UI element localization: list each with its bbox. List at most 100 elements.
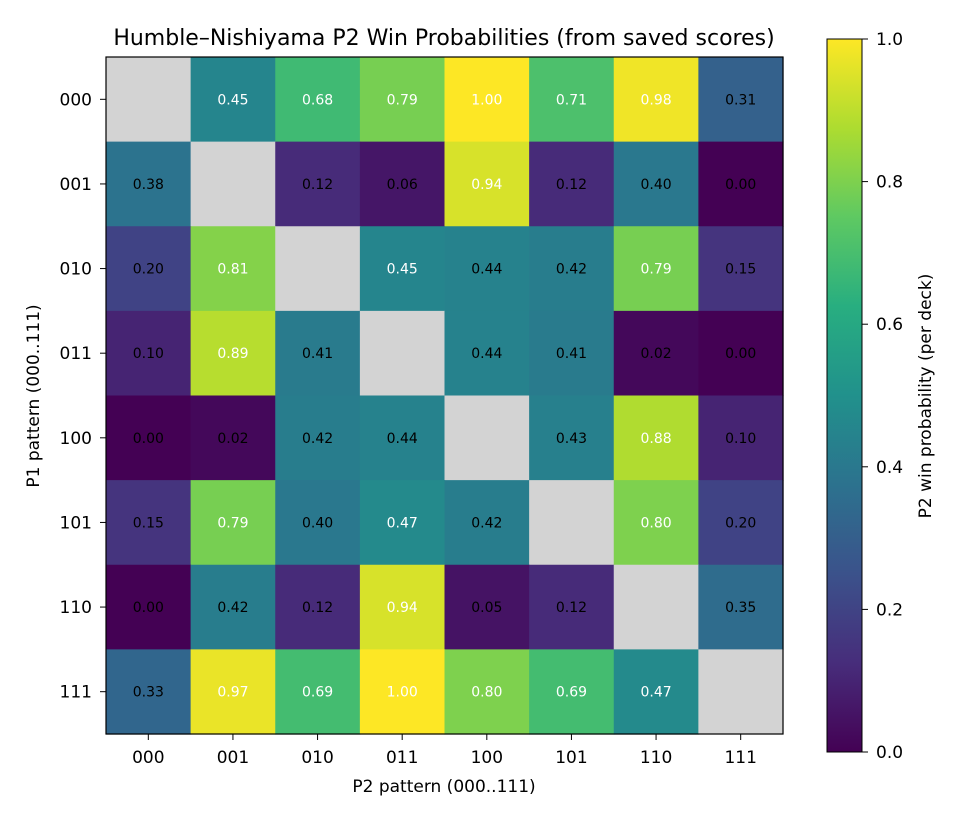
cell-value-label: 0.44	[471, 346, 502, 362]
cell-value-label: 0.98	[640, 92, 671, 108]
x-tick-label: 111	[724, 748, 756, 768]
heatmap-cells	[106, 57, 784, 735]
heatmap-cell	[613, 649, 699, 735]
heatmap-cell	[698, 649, 784, 735]
heatmap-cell	[529, 564, 615, 650]
heatmap-cell	[190, 395, 276, 481]
x-tick-label: 000	[132, 748, 164, 768]
heatmap-cell	[359, 480, 446, 566]
heatmap-cell	[190, 480, 276, 566]
y-tick-label: 110	[60, 598, 92, 618]
colorbar-tick-label: 0.0	[876, 743, 903, 763]
heatmap-cell	[613, 310, 699, 397]
cell-value-label: 0.15	[725, 262, 756, 278]
heatmap-cell	[613, 395, 699, 481]
cell-value-label: 0.41	[302, 346, 333, 362]
cell-value-label: 0.00	[725, 346, 756, 362]
heatmap-cell	[275, 57, 361, 143]
cell-value-label: 0.06	[387, 177, 418, 193]
cell-value-label: 0.12	[556, 600, 587, 616]
heatmap-cell	[106, 226, 192, 312]
heatmap-cell	[275, 141, 361, 227]
colorbar-tick-label: 0.4	[876, 458, 903, 478]
cell-value-label: 0.02	[217, 431, 248, 447]
x-tick-label: 001	[217, 748, 249, 768]
heatmap-cell	[613, 57, 699, 143]
cell-value-label: 0.69	[302, 685, 333, 701]
y-tick-label: 100	[60, 429, 92, 449]
heatmap-cell	[444, 226, 530, 312]
cell-value-label: 0.88	[640, 431, 671, 447]
cell-value-label: 0.35	[725, 600, 756, 616]
heatmap-cell	[190, 564, 276, 650]
heatmap-cell	[444, 564, 530, 650]
colorbar-tick-label: 1.0	[876, 30, 903, 50]
y-tick-label: 101	[60, 513, 92, 533]
cell-value-label: 0.42	[556, 262, 587, 278]
heatmap-cell	[698, 141, 784, 227]
cell-value-label: 0.80	[640, 515, 671, 531]
chart-title: Humble–Nishiyama P2 Win Probabilities (f…	[113, 26, 774, 51]
cell-value-label: 0.79	[640, 262, 671, 278]
cell-value-label: 0.79	[387, 92, 418, 108]
heatmap-cell	[698, 480, 784, 566]
heatmap-cell	[698, 564, 784, 650]
cell-value-label: 0.31	[725, 92, 756, 108]
colorbar	[826, 38, 863, 753]
y-axis-ticks: 000 001 010 011 100 101 110 111	[60, 90, 106, 703]
cell-value-label: 0.94	[471, 177, 502, 193]
cell-value-label: 0.44	[387, 431, 418, 447]
y-tick-label: 000	[60, 90, 92, 110]
heatmap-cell	[359, 141, 446, 227]
heatmap-cell	[106, 310, 192, 397]
cell-value-label: 0.05	[471, 600, 502, 616]
heatmap-cell	[529, 226, 615, 312]
cell-value-label: 0.15	[133, 515, 164, 531]
y-tick-label: 011	[60, 344, 92, 364]
heatmap-cell	[359, 57, 446, 143]
cell-value-label: 0.40	[302, 515, 333, 531]
colorbar-tick-label: 0.2	[876, 600, 903, 620]
heatmap-cell	[359, 564, 446, 650]
cell-value-label: 0.00	[725, 177, 756, 193]
cell-value-label: 0.43	[556, 431, 587, 447]
heatmap-cell	[106, 141, 192, 227]
heatmap-cell	[106, 564, 192, 650]
x-tick-label: 100	[471, 748, 503, 768]
x-tick-label: 101	[555, 748, 587, 768]
cell-value-label: 0.00	[133, 431, 164, 447]
cell-value-label: 0.44	[471, 262, 502, 278]
cell-value-label: 0.42	[471, 515, 502, 531]
cell-value-label: 0.20	[725, 515, 756, 531]
cell-value-label: 0.80	[471, 685, 502, 701]
heatmap-cell	[190, 649, 276, 735]
heatmap-cell	[275, 649, 361, 735]
heatmap-cell	[359, 395, 446, 481]
cell-value-label: 0.12	[302, 177, 333, 193]
cell-value-label: 0.89	[217, 346, 248, 362]
heatmap-cell	[190, 141, 276, 227]
cell-value-label: 0.02	[640, 346, 671, 362]
heatmap-cell	[106, 395, 192, 481]
heatmap-cell	[613, 564, 699, 650]
cell-value-label: 0.45	[217, 92, 248, 108]
heatmap-cell	[444, 57, 530, 143]
heatmap-cell	[190, 310, 276, 397]
cell-value-label: 0.79	[217, 515, 248, 531]
colorbar-ticks: 0.0 0.2 0.4 0.6 0.8 1.0	[862, 30, 903, 763]
heatmap-cell	[275, 310, 361, 397]
heatmap-cell	[444, 310, 530, 397]
heatmap-cell	[359, 226, 446, 312]
colorbar-tick-label: 0.6	[876, 315, 903, 335]
x-tick-label: 011	[386, 748, 418, 768]
heatmap-cell	[275, 226, 361, 312]
heatmap-cell	[190, 226, 276, 312]
cell-value-label: 0.40	[640, 177, 671, 193]
heatmap-cell-labels: 0.45 0.68 0.79 1.00 0.71 0.98 0.31 0.38 0.12 0.06…	[133, 92, 757, 700]
cell-value-label: 0.47	[387, 515, 418, 531]
heatmap-cell	[190, 57, 276, 143]
cell-value-label: 0.42	[217, 600, 248, 616]
cell-value-label: 0.20	[133, 262, 164, 278]
plot-frame	[105, 56, 784, 735]
heatmap-cell	[444, 395, 530, 481]
